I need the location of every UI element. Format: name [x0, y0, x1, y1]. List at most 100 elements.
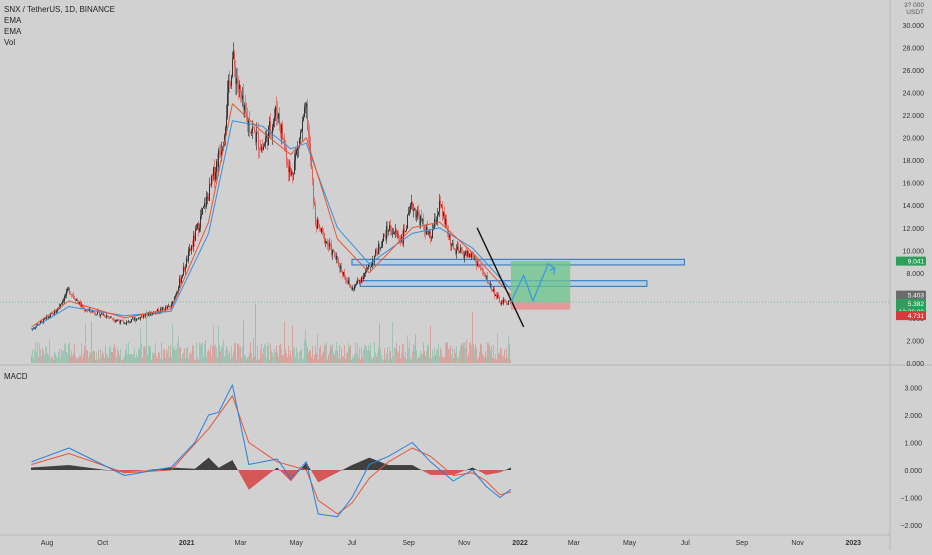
projection-arrowhead: [549, 267, 556, 275]
volume-bar: [90, 353, 91, 363]
candle-body: [460, 247, 461, 252]
candle-body: [503, 299, 504, 304]
volume-bar: [317, 334, 318, 363]
macd-histogram-bar: [198, 465, 199, 470]
macd-histogram-bar: [389, 465, 390, 470]
macd-histogram-bar: [309, 467, 310, 470]
volume-bar: [244, 355, 245, 363]
candle-body: [406, 228, 407, 232]
macd-histogram-bar: [175, 467, 176, 470]
candle-body: [92, 311, 93, 313]
symbol-title[interactable]: SNX / TetherUS, 1D, BINANCE: [4, 5, 115, 14]
candle-body: [136, 318, 137, 321]
macd-histogram-bar: [134, 470, 135, 472]
volume-bar: [248, 356, 249, 363]
volume-bar: [78, 357, 79, 363]
volume-bar: [506, 347, 507, 363]
candle-body: [388, 230, 389, 232]
candle-body: [110, 316, 111, 318]
candle-body: [348, 280, 349, 284]
price-badge-label: 5.403: [908, 293, 925, 300]
volume-bar: [60, 358, 61, 363]
candle-body: [231, 76, 232, 87]
candle-body: [245, 104, 246, 113]
macd-histogram-bar: [276, 468, 277, 470]
macd-histogram-bar: [317, 470, 318, 482]
macd-histogram-bar: [420, 469, 421, 471]
price-tick-label: 12.000: [903, 226, 925, 233]
volume-bar: [471, 345, 472, 363]
macd-histogram-bar: [239, 470, 240, 473]
candle-body: [49, 316, 50, 318]
volume-bar: [119, 355, 120, 363]
macd-histogram-bar: [312, 470, 313, 473]
macd-histogram-bar: [215, 464, 216, 470]
macd-histogram-bar: [89, 467, 90, 470]
volume-bar: [380, 349, 381, 363]
macd-histogram-bar: [473, 468, 474, 470]
candle-body: [47, 316, 48, 318]
legend-ema-slow[interactable]: EMA: [4, 27, 22, 36]
volume-bar: [304, 339, 305, 363]
volume-bar: [346, 353, 347, 363]
candle-body: [227, 93, 228, 117]
volume-bar: [440, 347, 441, 363]
price-axis[interactable]: 30.000 28.000 26.000 24.000 22.000 20.000 18.0…: [903, 2, 925, 368]
macd-histogram-bar: [496, 470, 497, 474]
volume-bar: [254, 356, 255, 363]
candle-body: [139, 317, 140, 320]
macd-histogram-bar: [375, 460, 376, 470]
macd-histogram-bar: [139, 470, 140, 471]
volume-bar: [395, 348, 396, 363]
price-tick-label: 10.000: [903, 248, 925, 255]
legend-volume[interactable]: Vol: [4, 38, 16, 47]
ema-lines: [31, 103, 512, 330]
macd-histogram-bar: [213, 462, 214, 470]
macd-histogram-bar: [47, 466, 48, 470]
volume-bar: [446, 342, 447, 363]
volume-bar: [291, 357, 292, 363]
chart-legend[interactable]: SNX / TetherUS, 1D, BINANCE EMA EMA Vol: [4, 4, 115, 48]
legend-ema-fast[interactable]: EMA: [4, 16, 22, 25]
macd-axis[interactable]: 3.000 2.000 1.000 0.000 −1.000 −2.000: [900, 386, 922, 531]
candle-body: [74, 296, 75, 299]
macd-tick-label: 2.000: [904, 413, 922, 420]
candle-body: [296, 149, 297, 155]
volume-bar: [271, 350, 272, 363]
macd-histogram-bar: [409, 465, 410, 470]
candle-body: [339, 265, 340, 269]
candle-body: [194, 235, 195, 241]
candle-body: [247, 116, 248, 126]
volume-bar: [65, 343, 66, 363]
candle-body: [451, 243, 452, 246]
candle-body: [60, 304, 61, 307]
candle-body: [85, 310, 86, 312]
macd-histogram-bar: [170, 467, 171, 470]
candle-body: [459, 251, 460, 253]
volume-bar: [67, 352, 68, 363]
drawings-lines[interactable]: [0, 227, 890, 328]
volume-bar: [158, 352, 159, 363]
volume-bar: [130, 354, 131, 363]
volume-bar: [64, 344, 65, 363]
volume-bar: [479, 352, 480, 363]
candle-body: [355, 284, 356, 286]
candle-body: [376, 250, 377, 254]
macd-histogram-bar: [54, 466, 55, 470]
macd-histogram-bar: [465, 470, 466, 471]
macd-histogram-bar: [123, 470, 124, 473]
time-axis[interactable]: Aug Oct 2021 Mar May Jul Sep Nov 2022 Mar May Jul Se…: [41, 540, 861, 547]
volume-bar: [109, 347, 110, 363]
candle-body: [212, 175, 213, 177]
volume-bar: [322, 353, 323, 363]
macd-legend[interactable]: MACD: [4, 372, 28, 381]
volume-bar: [493, 344, 494, 363]
candle-body: [438, 211, 439, 215]
volume-bar: [135, 357, 136, 363]
candle-body: [244, 104, 245, 110]
candle-body: [346, 279, 347, 281]
macd-histogram-bar: [406, 465, 407, 470]
macd-histogram-bar: [281, 470, 282, 472]
macd-histogram-bar: [263, 470, 264, 479]
